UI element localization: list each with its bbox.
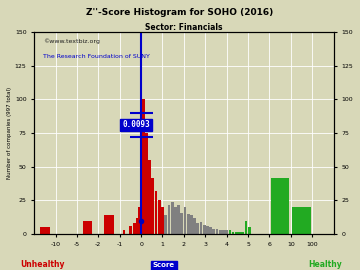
Text: The Research Foundation of SUNY: The Research Foundation of SUNY bbox=[43, 54, 150, 59]
Bar bbox=[193, 218, 196, 234]
Bar bbox=[171, 202, 174, 234]
Bar bbox=[152, 178, 154, 234]
Bar bbox=[187, 214, 190, 234]
Text: Healthy: Healthy bbox=[308, 260, 342, 269]
Bar bbox=[142, 99, 145, 234]
Bar bbox=[241, 231, 244, 234]
Text: Score: Score bbox=[153, 262, 175, 268]
Bar bbox=[216, 229, 219, 234]
Bar bbox=[292, 207, 311, 234]
Bar bbox=[40, 227, 50, 234]
Title: Sector: Financials: Sector: Financials bbox=[145, 23, 222, 32]
Bar bbox=[238, 231, 241, 234]
Bar bbox=[203, 225, 206, 234]
Bar bbox=[145, 133, 148, 234]
Bar bbox=[161, 207, 164, 234]
Bar bbox=[232, 231, 234, 234]
Bar bbox=[222, 230, 225, 234]
Bar bbox=[235, 231, 238, 234]
Bar bbox=[225, 230, 228, 234]
Bar bbox=[138, 207, 140, 234]
Bar bbox=[244, 221, 247, 234]
Bar bbox=[206, 226, 209, 234]
Bar bbox=[158, 201, 161, 234]
Bar bbox=[248, 227, 251, 234]
Text: Z''-Score Histogram for SOHO (2016): Z''-Score Histogram for SOHO (2016) bbox=[86, 8, 274, 17]
Bar bbox=[104, 215, 114, 234]
Bar bbox=[219, 230, 222, 234]
Bar bbox=[133, 224, 136, 234]
Bar bbox=[177, 205, 180, 234]
Bar bbox=[164, 215, 167, 234]
Bar bbox=[140, 59, 143, 234]
Bar bbox=[167, 205, 170, 234]
Bar bbox=[174, 207, 177, 234]
Text: Unhealthy: Unhealthy bbox=[21, 260, 65, 269]
Bar bbox=[180, 213, 183, 234]
Bar bbox=[184, 207, 186, 234]
Bar bbox=[229, 230, 231, 234]
Text: 0.0093: 0.0093 bbox=[122, 120, 150, 129]
Bar bbox=[123, 230, 125, 234]
Bar bbox=[155, 191, 157, 234]
Bar bbox=[136, 218, 139, 234]
Bar bbox=[271, 178, 289, 234]
Bar bbox=[199, 222, 202, 234]
Bar bbox=[212, 229, 215, 234]
Bar bbox=[197, 224, 199, 234]
Bar bbox=[148, 160, 151, 234]
Bar bbox=[209, 227, 212, 234]
Bar bbox=[83, 221, 93, 234]
Bar bbox=[190, 215, 193, 234]
Text: ©www.textbiz.org: ©www.textbiz.org bbox=[43, 38, 100, 43]
Bar bbox=[129, 226, 132, 234]
Y-axis label: Number of companies (997 total): Number of companies (997 total) bbox=[7, 87, 12, 179]
